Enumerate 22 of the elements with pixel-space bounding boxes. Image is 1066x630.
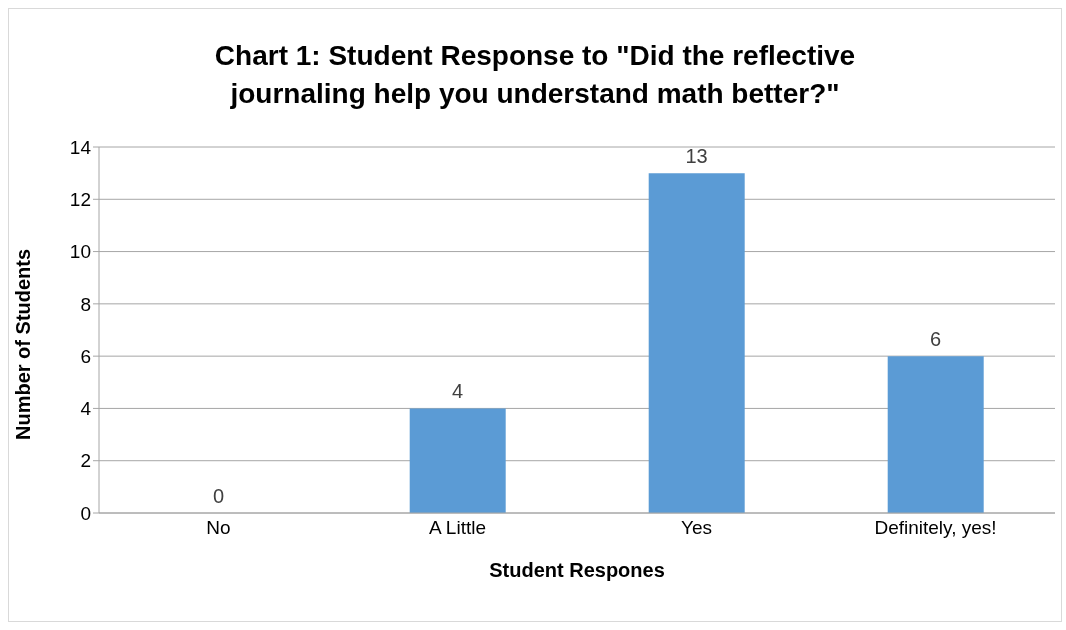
y-axis-title: Number of Students: [12, 248, 35, 440]
bar: [648, 173, 745, 513]
x-tick-label: Yes: [681, 517, 712, 539]
data-label: 4: [451, 380, 464, 403]
y-tick-label: 12: [69, 189, 91, 211]
y-tick-label: 10: [69, 241, 91, 263]
y-tick-label: 4: [80, 398, 92, 420]
data-label: 13: [685, 145, 708, 168]
bar: [887, 356, 984, 513]
bar: [409, 408, 506, 513]
y-tick-label: 8: [80, 293, 91, 315]
chart-title: Chart 1: Student Response to "Did the reflective journaling help you understand math better?": [213, 39, 857, 111]
data-label: 0: [212, 485, 225, 507]
y-tick-label: 6: [80, 345, 91, 367]
y-tick-label: 14: [69, 136, 92, 158]
x-tick-label: No: [206, 517, 231, 539]
x-tick-label: A Little: [428, 517, 487, 539]
y-tick-label: 0: [80, 502, 91, 524]
x-axis-title: Student Respones: [489, 559, 665, 581]
y-tick-label: 2: [80, 450, 91, 472]
x-tick-label: Definitely, yes!: [874, 517, 997, 539]
data-label: 6: [929, 328, 942, 351]
